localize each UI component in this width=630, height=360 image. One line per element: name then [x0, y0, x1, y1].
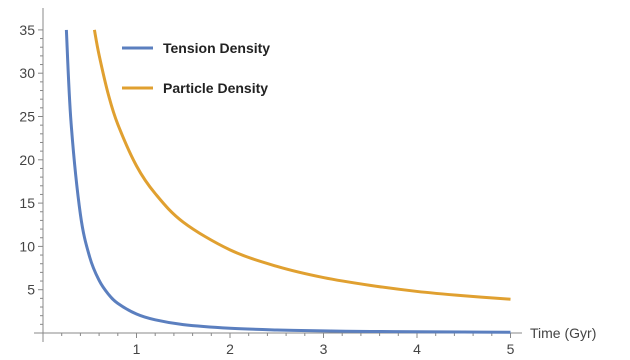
y-tick-label: 5	[27, 282, 35, 298]
y-tick-label: 35	[19, 22, 35, 38]
y-tick-label: 15	[19, 195, 35, 211]
series-line-tension-density	[64, 29, 511, 334]
x-tick-label: 4	[413, 341, 421, 357]
y-ticks: 5 10 15 20 25 30 35	[19, 22, 43, 325]
x-axis-title: Time (Gyr)	[530, 325, 596, 341]
series-group	[64, 29, 511, 334]
legend-label-tension-density: Tension Density	[163, 40, 270, 56]
series-line-particle-density	[92, 29, 511, 301]
legend: Tension Density Particle Density	[122, 40, 270, 96]
x-tick-label: 5	[507, 341, 515, 357]
x-tick-label: 3	[320, 341, 328, 357]
y-tick-label: 25	[19, 109, 35, 125]
x-tick-label: 2	[226, 341, 234, 357]
y-tick-label: 20	[19, 152, 35, 168]
y-tick-label: 30	[19, 65, 35, 81]
x-ticks: 1 2 3 4 5	[61, 333, 515, 357]
x-tick-label: 1	[133, 341, 141, 357]
y-tick-label: 10	[19, 238, 35, 254]
legend-label-particle-density: Particle Density	[163, 80, 268, 96]
